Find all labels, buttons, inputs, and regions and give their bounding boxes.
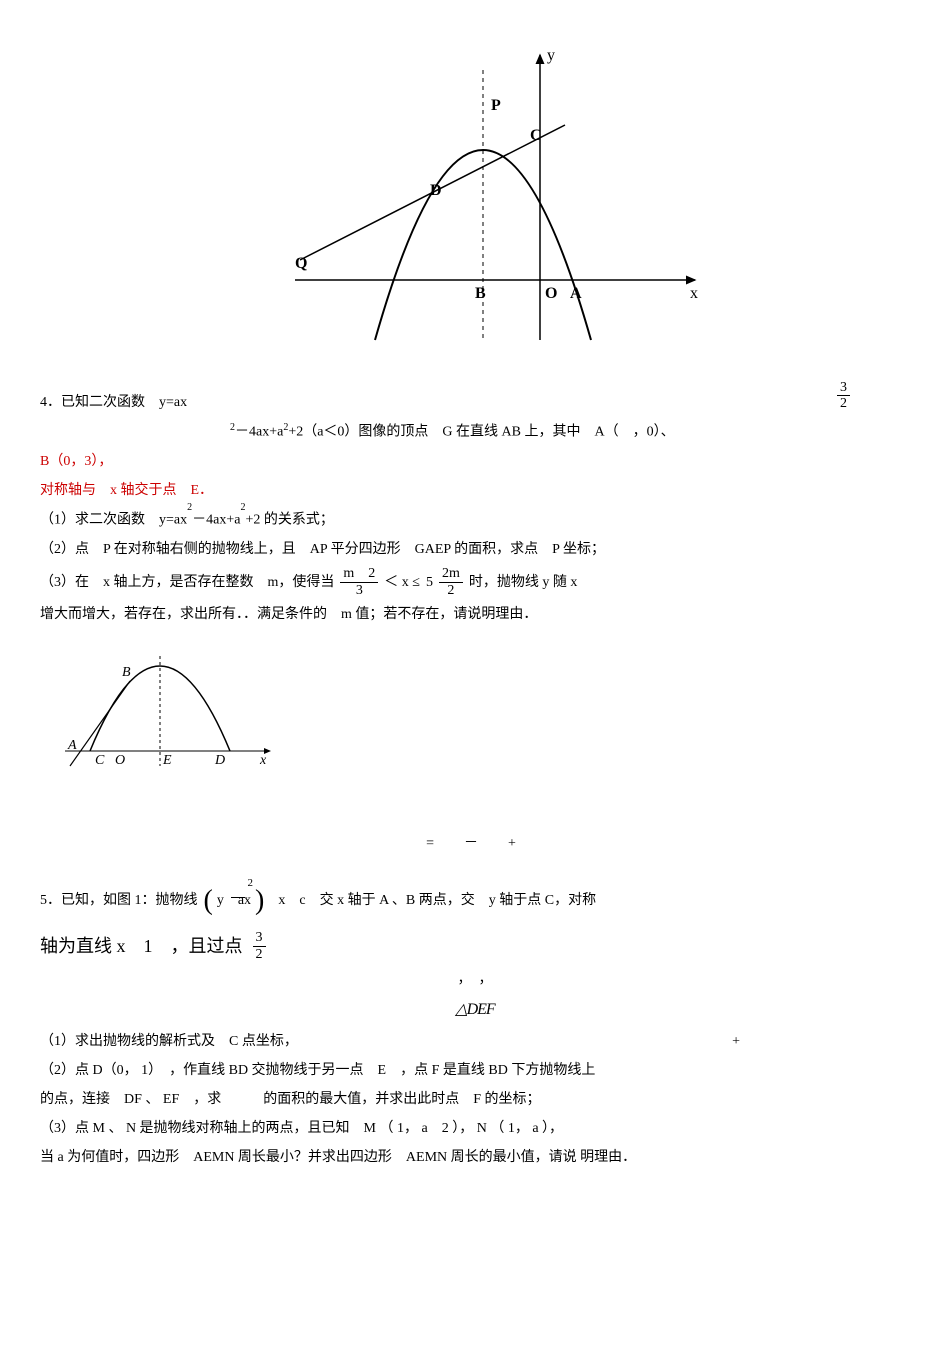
frac-3-2b: 3 2 [253, 930, 266, 962]
p5-tri: △DEF [40, 996, 910, 1025]
p4-q1: （1）求二次函数 y=ax2－4ax+a2+2 的关系式； [40, 507, 910, 533]
svg-text:B: B [122, 665, 131, 680]
p4-line2: B（0，3）， [40, 449, 910, 474]
svg-text:x: x [259, 753, 267, 768]
svg-text:x: x [690, 285, 698, 302]
svg-text:A: A [67, 738, 77, 753]
svg-text:D: D [430, 182, 442, 199]
problem-5: 5．已知，如图 1：抛物线 ( 2 y ax ) x c 交 x 轴于 A 、B… [40, 876, 910, 1171]
p5-q2b: 的点，连接 DF 、 EF ，求 的面积的最大值，并求出此时点 F 的坐标； [40, 1087, 910, 1112]
svg-text:O: O [115, 753, 125, 768]
p4-end: 增大而增大，若存在，求出所有．．满足条件的 m 值；若不存在，请说明理由． [40, 602, 910, 627]
svg-text:B: B [475, 285, 486, 302]
equation-center: = － + [40, 831, 910, 856]
svg-text:A: A [570, 285, 582, 302]
svg-text:C: C [530, 127, 542, 144]
p5-line2: 轴为直线 x 1 ，且过点 3 2 [40, 930, 910, 962]
svg-text:P: P [491, 97, 501, 114]
p4-line3: 对称轴与 x 轴交于点 E． [40, 478, 910, 503]
frac-2m-2: 2m 2 [439, 566, 463, 598]
p5-line1: 5．已知，如图 1：抛物线 ( 2 y ax ) x c 交 x 轴于 A 、B… [40, 876, 910, 926]
p5-q2: （2）点 D（0， 1） ，作直线 BD 交抛物线于另一点 E ，点 F 是直线… [40, 1058, 910, 1083]
problem-4: 4．已知二次函数 y=ax 3 2 2－4ax+a2+2（a＜0）图像的顶点 G… [40, 390, 910, 811]
svg-text:C: C [95, 753, 105, 768]
p5-q3: （3）点 M 、 N 是抛物线对称轴上的两点，且已知 M （ 1， a 2 ），… [40, 1116, 910, 1141]
p4-text: 4．已知二次函数 y=ax [40, 395, 187, 410]
p5-q1: （1）求出抛物线的解析式及 C 点坐标， + [40, 1029, 910, 1054]
svg-text:E: E [162, 753, 172, 768]
parabola-figure-1: y x P C D Q B O A [235, 40, 715, 370]
svg-text:O: O [545, 285, 557, 302]
p5-q3b: 当 a 为何值时，四边形 AEMN 周长最小？并求出四边形 AEMN 周长的最小… [40, 1145, 910, 1170]
p4-q3: （3）在 x 轴上方，是否存在整数 m，使得当 m 2 3 ＜ x ≤ 5 2m… [40, 566, 910, 598]
p4-line1: 4．已知二次函数 y=ax 3 2 [40, 390, 910, 415]
p4-q2: （2）点 P 在对称轴右侧的抛物线上，且 AP 平分四边形 GAEP 的面积，求… [40, 537, 910, 562]
small-parabola-figure: B A C O E D x [60, 641, 280, 781]
svg-text:D: D [214, 753, 225, 768]
frac-3-2: 3 2 [837, 380, 850, 412]
frac-m2-3: m 2 3 [340, 566, 378, 598]
svg-text:Q: Q [295, 255, 307, 272]
p4-line1b: 2－4ax+a2+2（a＜0）图像的顶点 G 在直线 AB 上，其中 A（ ，0… [40, 419, 910, 445]
svg-text:y: y [547, 47, 555, 64]
p5-comma: ， ， [40, 967, 910, 992]
